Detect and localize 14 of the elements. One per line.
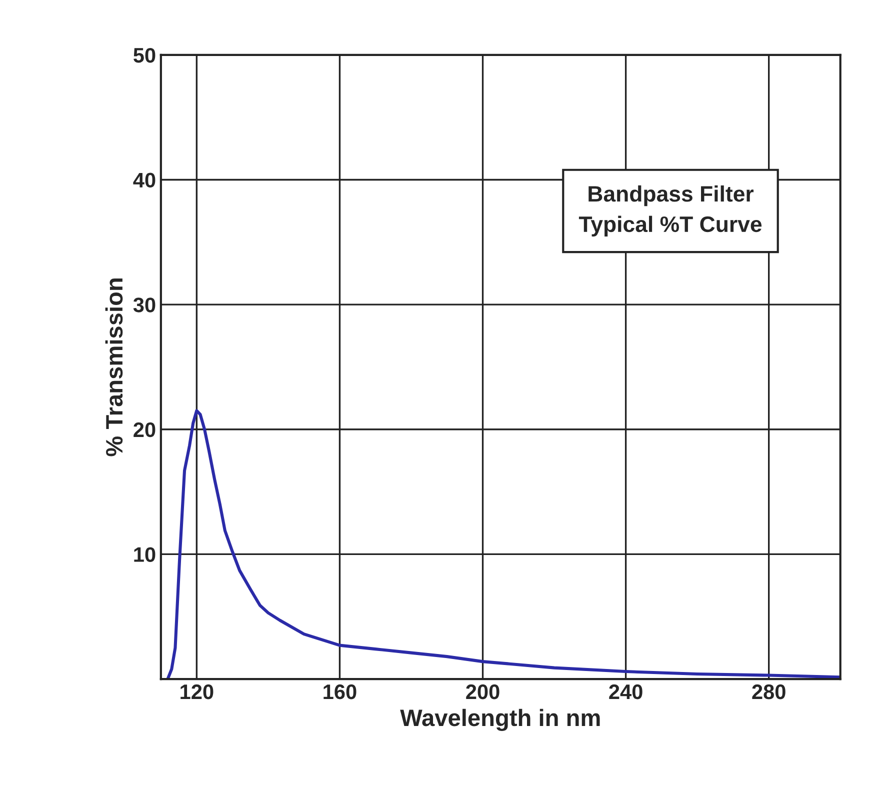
y-axis-title: % Transmission [105,278,123,456]
x-tick-label: 240 [609,684,642,700]
y-tick-label: 10 [134,547,156,562]
x-tick-label: 280 [752,684,786,700]
x-axis-title: Wavelength in nm [400,708,600,731]
x-tick-label: 120 [180,684,214,700]
annotation: Bandpass Filter Typical %T Curve [578,185,762,237]
y-tick-label: 40 [133,172,156,188]
x-tick-label: 160 [324,684,356,700]
y-tick-label: 20 [134,422,156,438]
line-series [166,409,840,680]
y-tick-label: 50 [134,48,156,63]
y-tick-label: 30 [133,298,156,312]
x-tick-label: 200 [466,684,500,700]
